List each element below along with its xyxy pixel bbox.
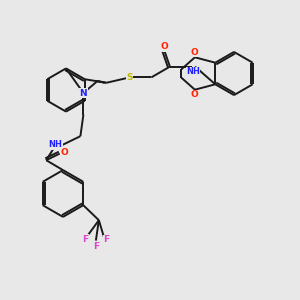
Text: O: O xyxy=(60,148,68,157)
Text: NH: NH xyxy=(48,140,62,149)
Text: F: F xyxy=(82,235,88,244)
Text: S: S xyxy=(127,73,133,82)
Text: N: N xyxy=(80,88,87,98)
Text: O: O xyxy=(190,90,198,99)
Text: F: F xyxy=(103,235,110,244)
Text: F: F xyxy=(93,242,99,250)
Text: O: O xyxy=(160,42,168,51)
Text: O: O xyxy=(190,48,198,57)
Text: NH: NH xyxy=(186,68,200,76)
